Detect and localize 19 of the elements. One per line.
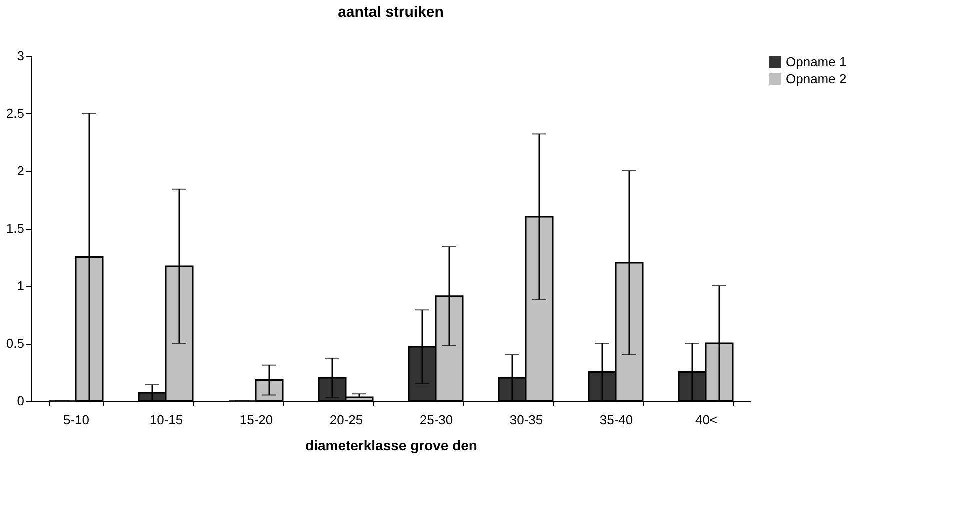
x-tick-label: 40< [695,412,718,428]
x-tick-label: 35-40 [600,412,634,428]
y-tick-label: 3 [17,48,24,64]
legend-label: Opname 2 [786,72,847,86]
x-tick-label: 10-15 [150,412,184,428]
y-tick-label: 2.5 [6,106,24,121]
y-tick-label: 1 [17,278,24,294]
y-tick-label: 1.5 [6,221,24,236]
legend-label: Opname 1 [786,54,847,70]
x-tick-label: 15-20 [240,412,274,428]
y-tick-label: 0 [17,394,24,408]
chart-title: aantal struiken [338,4,444,21]
x-axis-title: diameterklasse grove den [306,438,478,454]
x-tick-label: 30-35 [510,412,544,428]
x-tick-label: 5-10 [63,412,90,428]
x-tick-label: 20-25 [330,412,364,428]
y-tick-label: 0.5 [6,336,24,351]
x-tick-label: 25-30 [420,412,454,428]
y-tick-label: 2 [17,164,24,178]
